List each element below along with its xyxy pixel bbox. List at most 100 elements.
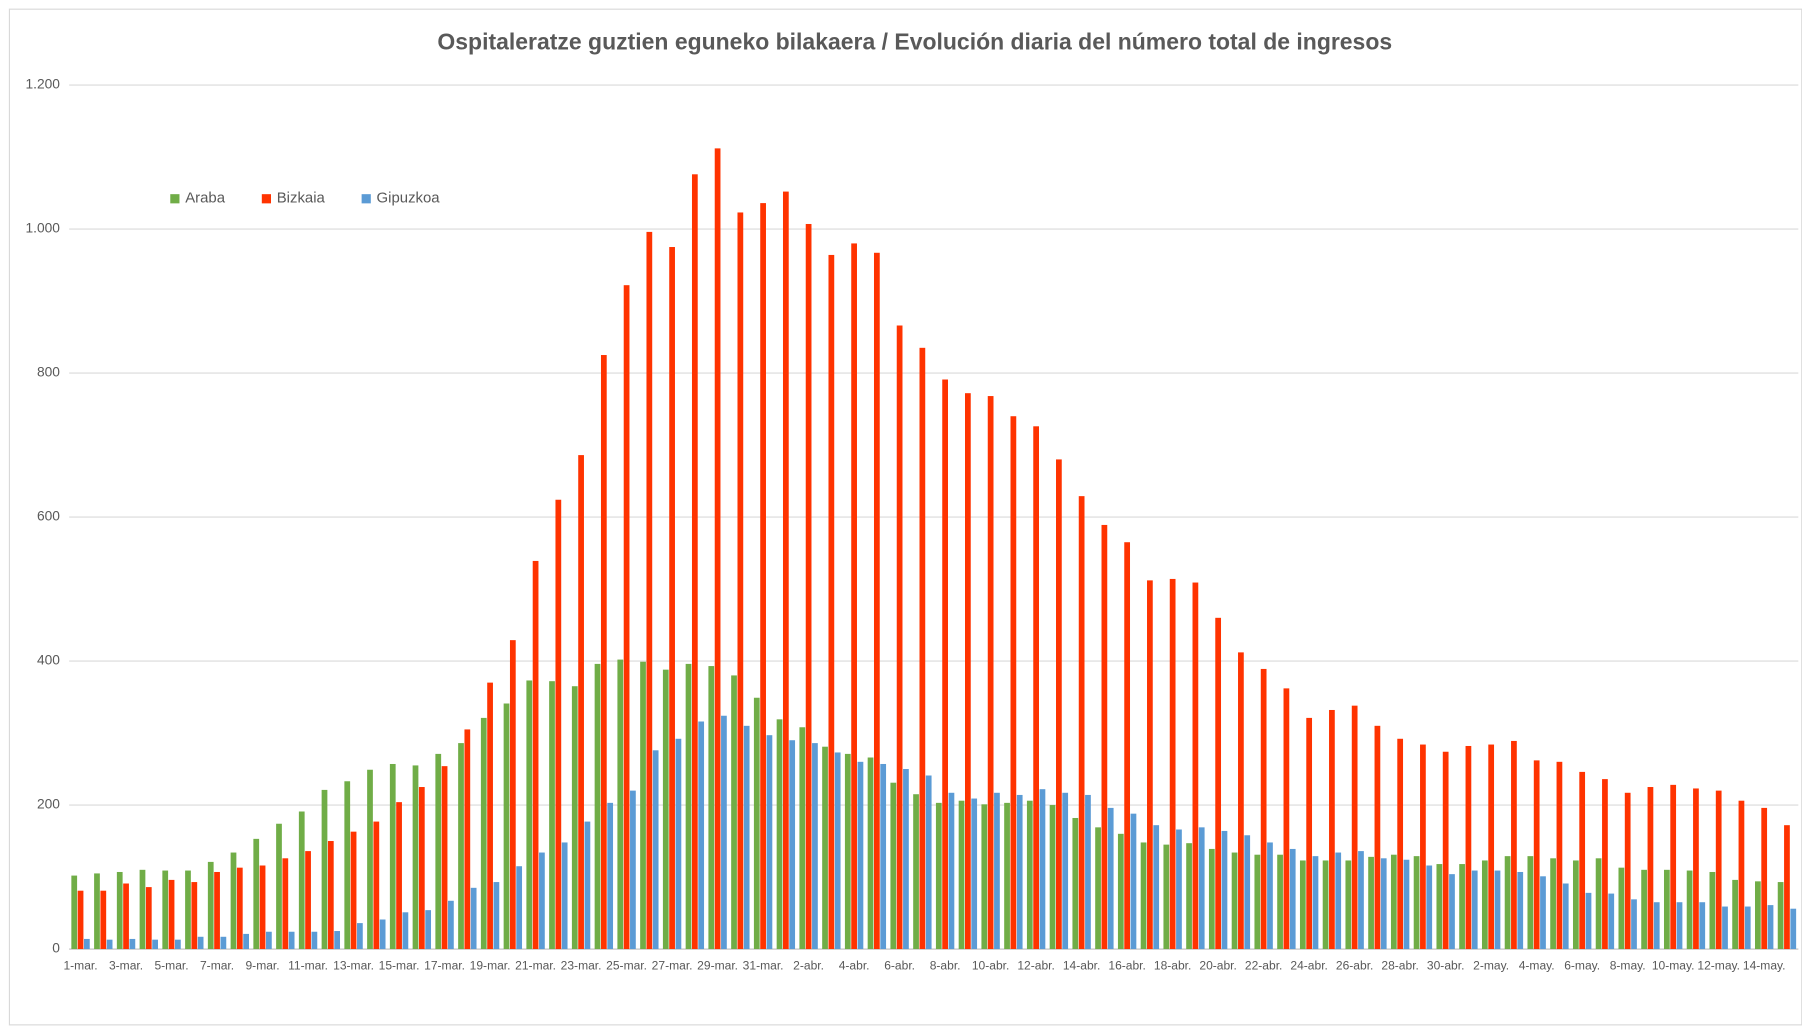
x-tick-label: 31-mar. (743, 958, 784, 972)
x-tick-label: 14-abr. (1063, 958, 1101, 972)
bar (1744, 906, 1751, 950)
x-tick-label: 29-mar. (697, 958, 738, 972)
bar (1062, 792, 1069, 950)
bar (379, 919, 386, 950)
bar (350, 831, 357, 950)
bar (708, 666, 715, 950)
bar (152, 939, 158, 950)
bar (77, 890, 84, 950)
bar (630, 790, 636, 950)
bar (367, 769, 373, 950)
x-tick-label: 7-mar. (200, 958, 234, 972)
bar (799, 727, 806, 950)
x-tick-label: 26-abr. (1336, 958, 1374, 972)
bar (487, 682, 493, 950)
bar (743, 725, 750, 950)
bar (1550, 858, 1556, 950)
bar (71, 875, 78, 950)
bar (1267, 842, 1273, 950)
legend-label: Bizkaia (277, 190, 326, 207)
bar (1595, 858, 1602, 950)
bar (662, 669, 669, 950)
bar (935, 802, 942, 950)
x-tick-label: 14-may. (1743, 958, 1786, 972)
bar (1033, 426, 1040, 950)
y-tick-label: 400 (37, 653, 60, 668)
bar (1738, 800, 1745, 950)
bar (561, 842, 568, 950)
bar (1169, 578, 1176, 950)
bar (1283, 688, 1290, 950)
bar (396, 802, 402, 950)
y-tick-label: 200 (37, 797, 60, 812)
bar (311, 931, 318, 950)
x-tick-label: 2-may. (1473, 958, 1509, 972)
bar (623, 285, 630, 950)
bar (106, 939, 113, 950)
x-tick-label: 24-abr. (1290, 958, 1328, 972)
bar (549, 681, 555, 950)
x-tick-label: 8-may. (1610, 958, 1646, 972)
bar (214, 871, 220, 950)
bar (509, 640, 516, 950)
bar (516, 866, 523, 950)
bar (776, 719, 783, 950)
bar (731, 675, 737, 950)
bar (851, 243, 857, 950)
bar (1056, 459, 1062, 950)
bar (1767, 905, 1774, 950)
bar (753, 697, 760, 950)
x-tick-label: 13-mar. (333, 958, 374, 972)
bar (402, 912, 409, 950)
bar (1039, 789, 1046, 950)
bar (1345, 860, 1352, 950)
bar (896, 325, 903, 950)
bar (1221, 830, 1228, 950)
bar (412, 765, 419, 950)
bar (873, 252, 880, 950)
bar (1624, 792, 1631, 950)
bar (578, 455, 584, 950)
y-tick-label: 1.000 (26, 221, 61, 236)
bar (1358, 851, 1364, 950)
x-tick-label: 25-mar. (606, 958, 647, 972)
bar (1790, 908, 1797, 950)
x-tick-label: 12-abr. (1017, 958, 1055, 972)
bar (1403, 859, 1410, 950)
bar (162, 870, 169, 950)
bar (782, 191, 789, 950)
bar (1176, 829, 1182, 950)
bar (958, 800, 965, 950)
bar (1579, 771, 1586, 950)
bar (1351, 705, 1358, 950)
bar (1585, 892, 1592, 950)
bar (441, 766, 448, 950)
bar (714, 148, 721, 950)
bar (1117, 833, 1124, 950)
y-tick-label: 1.200 (26, 77, 61, 92)
bar (1130, 813, 1137, 950)
bar (1306, 717, 1313, 950)
bar (83, 938, 90, 950)
x-tick-label: 2-abr. (793, 958, 824, 972)
bar (1709, 871, 1716, 950)
bar (1101, 524, 1108, 950)
bar (344, 781, 351, 950)
bar (1380, 858, 1387, 950)
bar (458, 743, 464, 950)
bar (685, 663, 692, 950)
bar (600, 355, 607, 950)
bar (942, 379, 948, 950)
bar (503, 703, 510, 950)
bar (1208, 848, 1215, 950)
bar (1426, 865, 1433, 950)
bar (1010, 416, 1017, 950)
bar (1481, 860, 1488, 950)
bar (253, 838, 260, 950)
x-tick-label: 5-mar. (154, 958, 188, 972)
bar (789, 740, 796, 950)
y-tick-label: 800 (37, 365, 60, 380)
bar (1095, 827, 1101, 950)
bar (1016, 794, 1023, 950)
